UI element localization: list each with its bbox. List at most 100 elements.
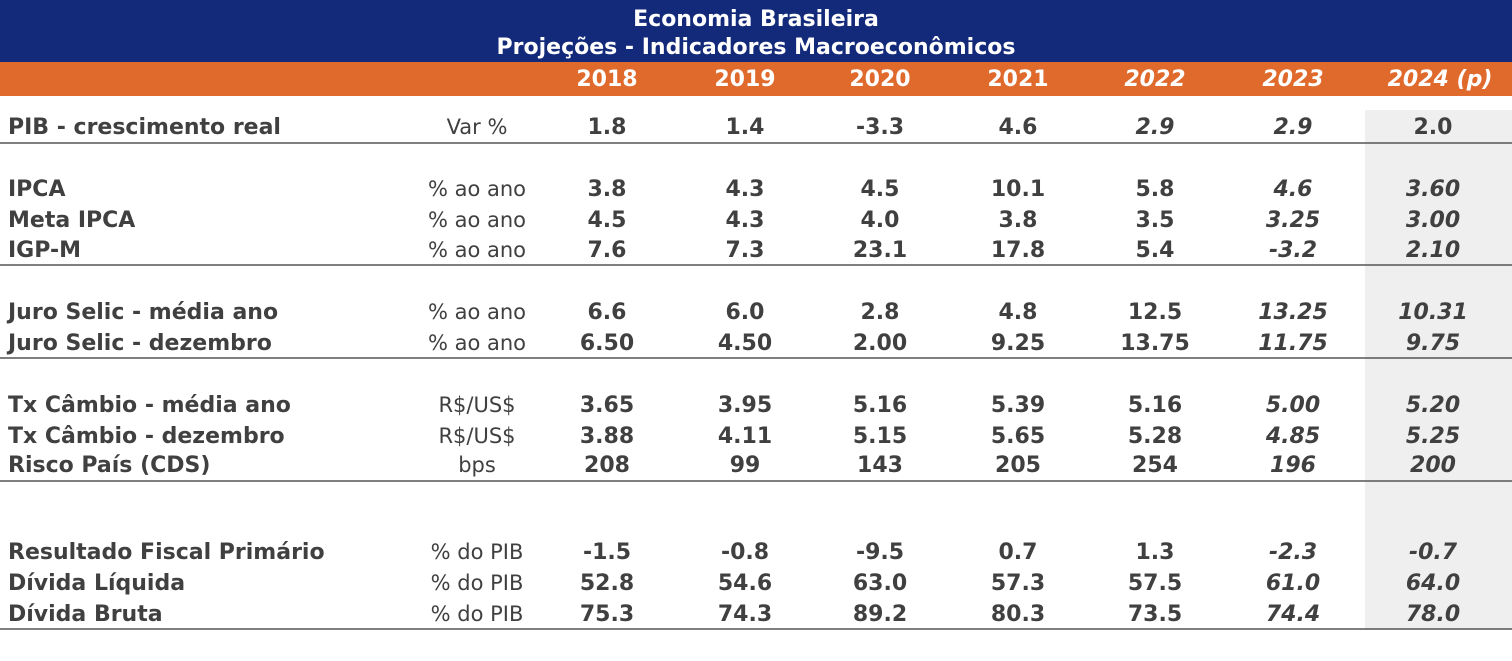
header-band: [0, 62, 1512, 96]
cell-value: 1.3: [1136, 540, 1175, 565]
cell-value: 3.65: [580, 393, 634, 418]
cell-value: 143: [857, 453, 903, 478]
row-unit: R$/US$: [438, 393, 515, 417]
cell-value: 254: [1132, 453, 1178, 478]
cell-value: 99: [730, 453, 761, 478]
row-unit: % do PIB: [431, 571, 524, 595]
column-header: 2021: [987, 67, 1048, 92]
cell-value: 4.8: [999, 300, 1038, 325]
row-unit: % ao ano: [428, 238, 526, 262]
cell-value: 5.15: [853, 424, 907, 449]
cell-value: 17.8: [991, 238, 1045, 263]
cell-value: 63.0: [853, 571, 907, 596]
cell-value: -3.3: [856, 115, 904, 140]
cell-value: -0.7: [1409, 540, 1458, 565]
cell-value: 5.25: [1406, 424, 1460, 449]
cell-value: 2.00: [853, 331, 907, 356]
cell-value: 7.3: [726, 238, 765, 263]
cell-value: 13.25: [1258, 300, 1328, 325]
column-header: 2023: [1262, 67, 1323, 92]
row-unit: % ao ano: [428, 177, 526, 201]
cell-value: 78.0: [1406, 602, 1460, 627]
cell-value: 4.0: [861, 208, 900, 233]
cell-value: 3.5: [1136, 208, 1175, 233]
cell-value: 57.3: [991, 571, 1045, 596]
cell-value: 23.1: [853, 238, 907, 263]
cell-value: 5.8: [1136, 177, 1175, 202]
row-label: IPCA: [8, 177, 65, 202]
cell-value: 13.75: [1120, 331, 1190, 356]
row-label: Resultado Fiscal Primário: [8, 540, 325, 565]
cell-value: 52.8: [580, 571, 634, 596]
cell-value: 205: [995, 453, 1041, 478]
cell-value: -3.2: [1269, 238, 1317, 263]
cell-value: 4.11: [718, 424, 772, 449]
column-header: 2024 (p): [1388, 67, 1493, 92]
cell-value: 74.3: [718, 602, 772, 627]
row-label: Tx Câmbio - média ano: [8, 393, 291, 418]
row-label: Juro Selic - média ano: [6, 300, 278, 325]
cell-value: 6.6: [588, 300, 627, 325]
cell-value: 3.88: [580, 424, 634, 449]
cell-value: 6.50: [580, 331, 634, 356]
cell-value: -9.5: [856, 540, 904, 565]
cell-value: 5.28: [1128, 424, 1182, 449]
column-header: 2022: [1124, 67, 1185, 92]
row-label: Dívida Líquida: [8, 571, 185, 596]
cell-value: 4.3: [726, 177, 765, 202]
cell-value: 200: [1410, 453, 1456, 478]
cell-value: 5.16: [1128, 393, 1182, 418]
cell-value: 9.75: [1406, 331, 1460, 356]
subtitle: Projeções - Indicadores Macroeconômicos: [497, 35, 1016, 60]
cell-value: 10.1: [991, 177, 1045, 202]
cell-value: 2.10: [1406, 238, 1460, 263]
column-header: 2018: [576, 67, 637, 92]
cell-value: 4.5: [588, 208, 627, 233]
cell-value: 9.25: [991, 331, 1045, 356]
cell-value: 4.6: [1273, 177, 1313, 202]
cell-value: 3.8: [588, 177, 627, 202]
cell-value: 3.60: [1406, 177, 1460, 202]
cell-value: 5.4: [1136, 238, 1175, 263]
cell-value: 3.95: [718, 393, 772, 418]
cell-value: 57.5: [1128, 571, 1182, 596]
cell-value: 2.9: [1136, 115, 1175, 140]
cell-value: 208: [584, 453, 630, 478]
cell-value: 89.2: [853, 602, 907, 627]
cell-value: 10.31: [1398, 300, 1468, 325]
column-header: 2020: [849, 67, 910, 92]
cell-value: 12.5: [1128, 300, 1182, 325]
cell-value: 73.5: [1128, 602, 1182, 627]
row-unit: R$/US$: [438, 424, 515, 448]
cell-value: 64.0: [1406, 571, 1460, 596]
column-header: 2019: [714, 67, 775, 92]
cell-value: 196: [1270, 453, 1316, 478]
cell-value: 75.3: [580, 602, 634, 627]
row-unit: % ao ano: [428, 300, 526, 324]
cell-value: 4.3: [726, 208, 765, 233]
cell-value: 54.6: [718, 571, 772, 596]
projection-shade: [1365, 110, 1512, 630]
cell-value: 0.7: [999, 540, 1038, 565]
cell-value: 4.5: [861, 177, 900, 202]
row-label: Juro Selic - dezembro: [6, 331, 272, 356]
row-label: Meta IPCA: [8, 208, 135, 233]
row-label: Tx Câmbio - dezembro: [8, 424, 285, 449]
cell-value: 2.8: [861, 300, 900, 325]
cell-value: 5.00: [1266, 393, 1320, 418]
cell-value: 11.75: [1258, 331, 1328, 356]
cell-value: 2.0: [1414, 115, 1453, 140]
cell-value: 4.85: [1265, 424, 1320, 449]
cell-value: 3.00: [1406, 208, 1460, 233]
cell-value: 1.4: [726, 115, 765, 140]
row-label: PIB - crescimento real: [8, 115, 281, 140]
cell-value: 61.0: [1266, 571, 1320, 596]
row-unit: Var %: [447, 115, 508, 139]
cell-value: 5.16: [853, 393, 907, 418]
title-band: [0, 0, 1512, 62]
cell-value: -1.5: [583, 540, 631, 565]
row-unit: bps: [458, 453, 496, 477]
row-unit: % do PIB: [431, 602, 524, 626]
cell-value: 3.8: [999, 208, 1038, 233]
